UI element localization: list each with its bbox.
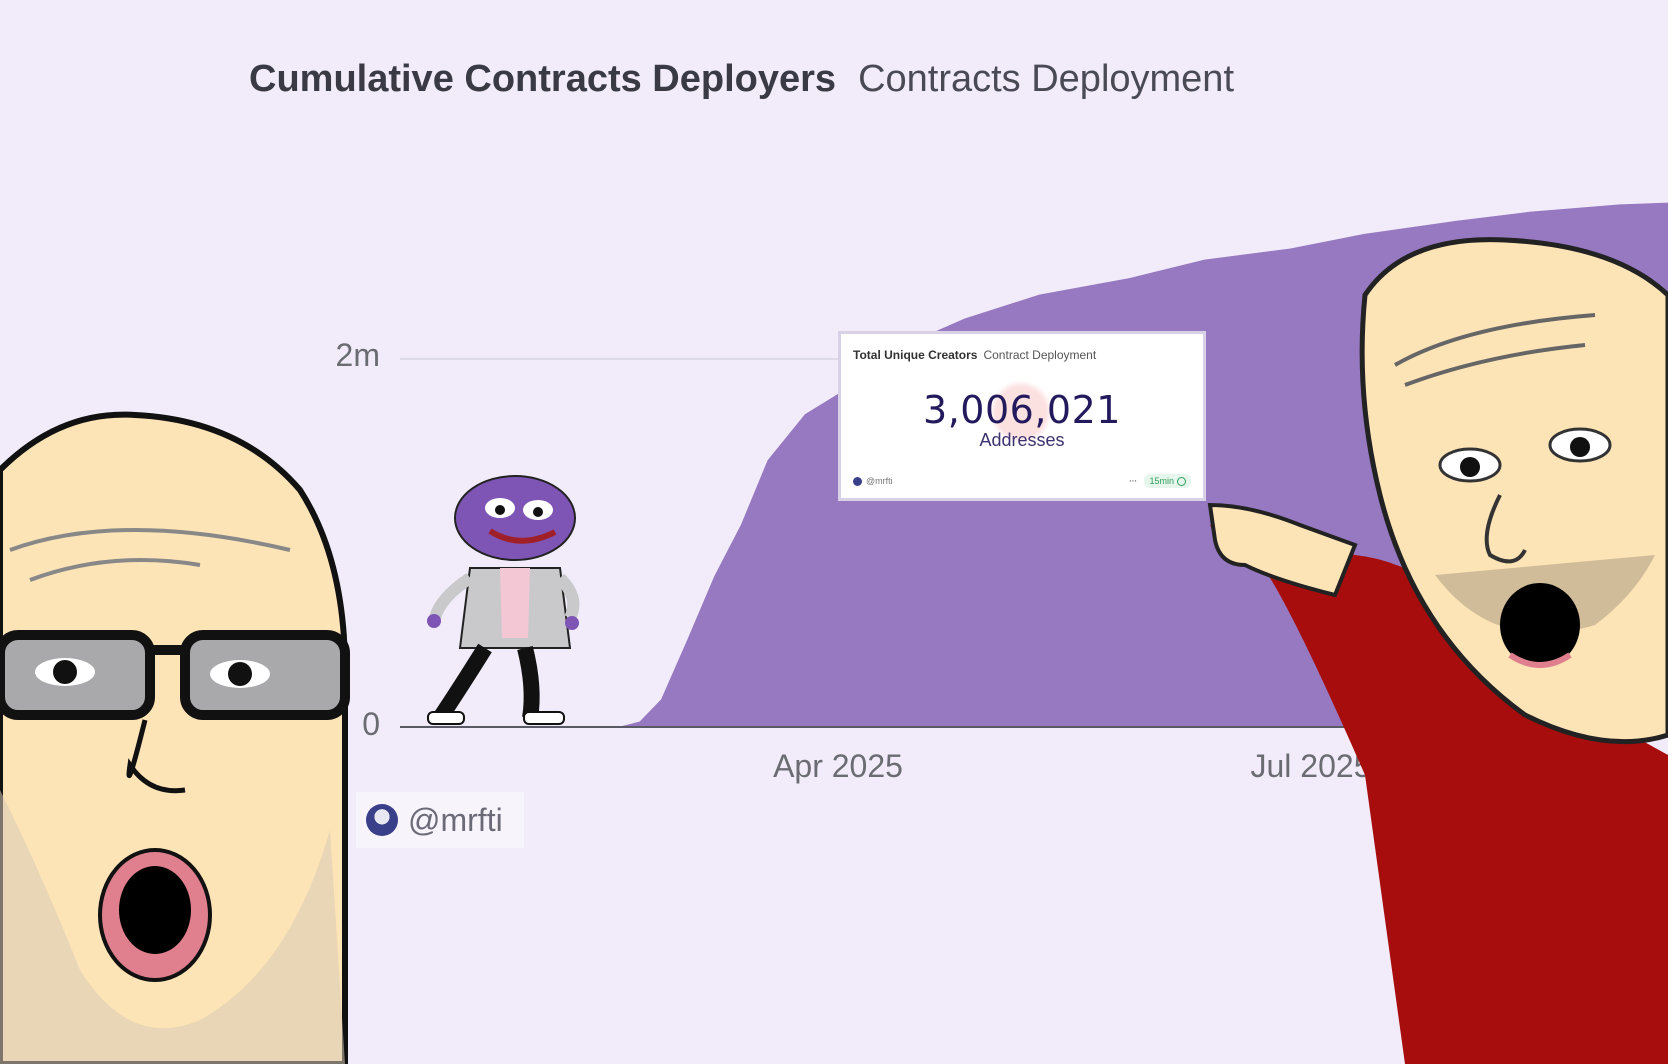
stat-card-author[interactable]: @mrfti [853, 476, 893, 486]
chart-header: Cumulative Contracts Deployers Contracts … [249, 58, 1234, 101]
avatar [366, 804, 398, 836]
bald-bearded-glasses-figure [0, 411, 350, 1064]
y-tick-label: 0 [362, 706, 380, 742]
x-tick-label: Jul 2025 [1251, 748, 1372, 784]
stat-value: 3,006,021 [923, 388, 1121, 432]
check-circle-icon [1177, 476, 1186, 486]
stat-card-author-handle: @mrfti [866, 476, 893, 486]
stat-card[interactable]: Total Unique Creators Contract Deployment… [838, 331, 1206, 501]
stat-card-title: Total Unique Creators [853, 348, 978, 362]
author-badge[interactable]: @mrfti [356, 792, 524, 848]
stat-card-footer-actions: ··· 15min [1128, 474, 1191, 488]
chart-subtitle: Contracts Deployment [858, 58, 1234, 100]
refresh-badge[interactable]: 15min [1144, 474, 1191, 488]
refresh-label: 15min [1149, 476, 1174, 486]
cursor-highlight [989, 380, 1053, 444]
author-handle: @mrfti [408, 801, 503, 838]
stat-card-subtitle: Contract Deployment [983, 348, 1097, 362]
more-menu-icon[interactable]: ··· [1128, 475, 1137, 487]
stat-unit: Addresses [979, 430, 1065, 450]
chart-title: Cumulative Contracts Deployers [249, 58, 837, 100]
pointing-bald-figure [1207, 237, 1668, 1064]
y-tick-label: 2m [336, 337, 380, 373]
avatar [853, 476, 862, 486]
stat-card-header: Total Unique Creators Contract Deployment [853, 348, 1096, 362]
x-tick-label: Apr 2025 [773, 748, 903, 784]
dancing-frog-figure [427, 475, 580, 725]
